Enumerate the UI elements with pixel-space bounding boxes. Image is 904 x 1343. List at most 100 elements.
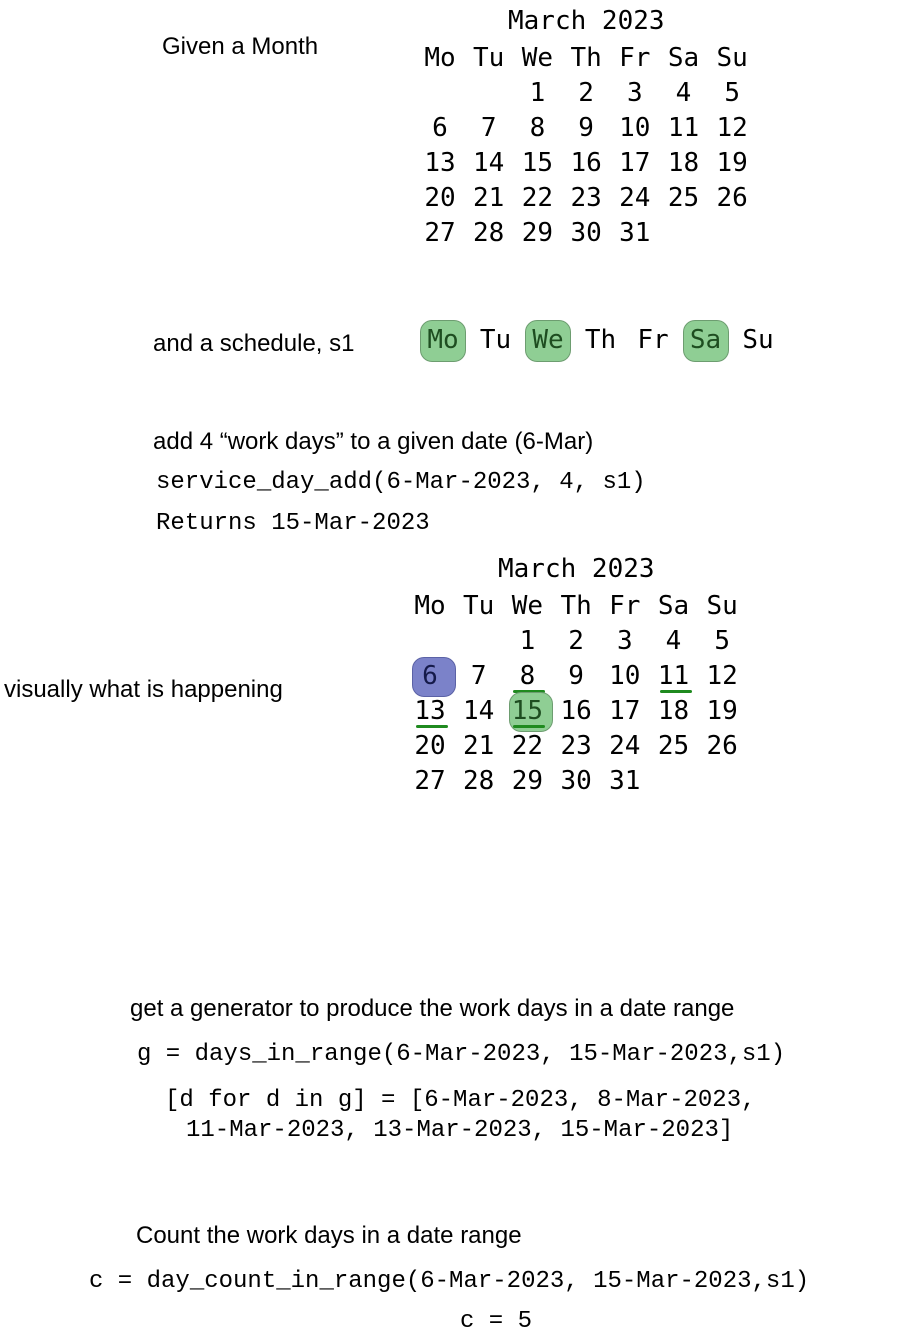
day-3: 3 [626,78,643,108]
counted-day-underline [513,725,546,728]
schedule-on-highlight [682,320,729,362]
day-18: 18 [657,696,690,726]
day-15: 15 [511,696,544,726]
day-25: 25 [667,183,700,213]
weekday-header-we: We [521,43,554,73]
day-1: 1 [519,626,536,656]
weekday-header-mo: Mo [414,591,446,621]
weekday-header-sa: Sa [667,43,700,73]
day-13: 13 [414,696,446,726]
generator-list-line-2: 11-Mar-2023, 13-Mar-2023, 15-Mar-2023] [186,1117,734,1144]
schedule-label: and a schedule, s1 [153,330,355,357]
day-10: 10 [619,113,651,143]
day-6: 6 [432,113,448,143]
day-5: 5 [724,78,741,108]
service-day-add-result: Returns 15-Mar-2023 [156,510,430,537]
day-4: 4 [665,626,682,656]
day-22: 22 [511,731,544,761]
weekday-header-th: Th [560,591,592,621]
day-17: 17 [619,148,651,178]
schedule-on-highlight [525,320,571,362]
calendar-title: March 2023 [498,554,655,584]
day-21: 21 [473,183,505,213]
day-2: 2 [578,78,594,108]
weekday-header-sa: Sa [657,591,690,621]
visual-label: visually what is happening [4,676,283,703]
day-count-result: c = 5 [460,1308,533,1335]
day-30: 30 [570,218,602,248]
day-31: 31 [609,766,641,796]
day-9: 9 [568,661,584,691]
day-25: 25 [657,731,690,761]
day-count-code: c = day_count_in_range(6-Mar-2023, 15-Ma… [89,1268,810,1295]
weekday-header-fr: Fr [609,591,641,621]
day-26: 26 [716,183,748,213]
day-4: 4 [675,78,692,108]
days-in-range-code: g = days_in_range(6-Mar-2023, 15-Mar-202… [137,1041,786,1068]
day-7: 7 [480,113,497,143]
schedule-day-fr: Fr [637,325,669,355]
day-30: 30 [560,766,592,796]
schedule-on-highlight [420,320,466,362]
counted-day-underline [513,690,546,693]
day-28: 28 [473,218,505,248]
weekday-header-th: Th [570,43,602,73]
schedule-day-sa: Sa [689,325,722,355]
day-21: 21 [463,731,495,761]
weekday-header-we: We [511,591,544,621]
day-20: 20 [414,731,446,761]
day-17: 17 [609,696,641,726]
count-label: Count the work days in a date range [136,1222,522,1249]
schedule-day-su: Su [742,325,774,355]
schedule-day-tu: Tu [479,325,512,355]
day-24: 24 [619,183,651,213]
calendar-title: March 2023 [508,6,665,36]
day-5: 5 [714,626,731,656]
schedule-day-mo: Mo [427,325,459,355]
day-11: 11 [657,661,690,691]
schedule-day-th: Th [584,325,617,355]
day-16: 16 [560,696,592,726]
service-day-add-code: service_day_add(6-Mar-2023, 4, s1) [156,469,646,496]
weekday-header-tu: Tu [473,43,505,73]
day-1: 1 [529,78,546,108]
weekday-header-su: Su [706,591,738,621]
day-12: 12 [716,113,748,143]
day-24: 24 [609,731,641,761]
start-day-highlight [412,657,456,697]
day-19: 19 [706,696,738,726]
day-19: 19 [716,148,748,178]
calendar-march-2023: March 2023 Mo Tu We Th Fr Sa Su 1 2 3 4 5 6 7 8 9 10 11 12… [420,6,780,256]
weekday-header-mo: Mo [424,43,456,73]
schedule-s1: Mo Tu We Th Fr Sa Su [420,320,780,364]
day-27: 27 [424,218,456,248]
counted-day-underline [659,690,692,693]
weekday-header-fr: Fr [619,43,651,73]
add-workdays-label: add 4 “work days” to a given date (6-Mar… [153,428,594,455]
day-28: 28 [463,766,495,796]
day-8: 8 [519,661,536,691]
day-29: 29 [521,218,554,248]
day-22: 22 [521,183,554,213]
counted-day-underline [416,725,448,728]
day-23: 23 [560,731,592,761]
day-15: 15 [521,148,554,178]
day-7: 7 [470,661,487,691]
day-14: 14 [463,696,495,726]
day-26: 26 [706,731,738,761]
day-12: 12 [706,661,738,691]
day-6: 6 [422,661,438,691]
day-8: 8 [529,113,546,143]
day-14: 14 [473,148,505,178]
generator-list-line-1: [d for d in g] = [6-Mar-2023, 8-Mar-2023… [165,1087,756,1114]
day-31: 31 [619,218,651,248]
day-23: 23 [570,183,602,213]
day-2: 2 [568,626,584,656]
day-3: 3 [616,626,633,656]
weekday-header-tu: Tu [463,591,495,621]
day-9: 9 [578,113,594,143]
day-18: 18 [667,148,700,178]
day-16: 16 [570,148,602,178]
calendar-march-2023-highlighted: March 2023 Mo Tu We Th Fr Sa Su 1 2 3 4 5 6 7 8 9 10 11 12… [410,554,770,804]
generator-label: get a generator to produce the work days… [130,995,735,1022]
